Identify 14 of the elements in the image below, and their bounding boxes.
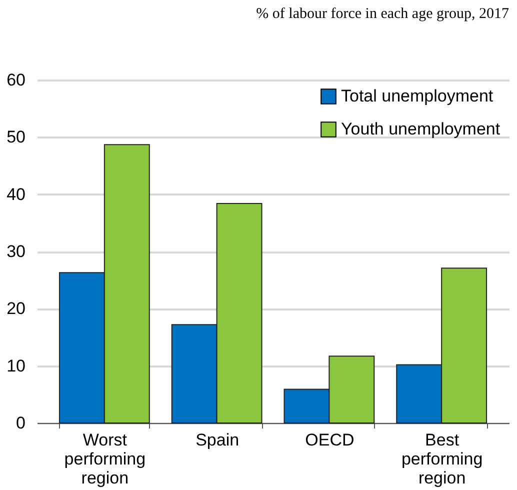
y-tick-label: 60 xyxy=(6,70,26,90)
legend-label: Total unemployment xyxy=(341,86,494,106)
y-tick-label: 30 xyxy=(6,242,26,261)
chart-title: % of labour force in each age group, 2017 xyxy=(256,6,510,22)
y-tick-label: 10 xyxy=(6,356,26,376)
x-tick-label: Worst performing region xyxy=(64,430,146,488)
x-tick-label: Best performing region xyxy=(401,430,483,488)
x-tick-label: OECD xyxy=(305,430,354,450)
y-tick-label: 50 xyxy=(6,128,26,147)
legend-label: Youth unemployment xyxy=(341,120,500,138)
y-tick-label: 40 xyxy=(6,184,26,204)
y-tick-label: 20 xyxy=(6,299,26,318)
y-tick-label: 0 xyxy=(16,414,26,432)
x-tick-label: Spain xyxy=(196,430,240,450)
